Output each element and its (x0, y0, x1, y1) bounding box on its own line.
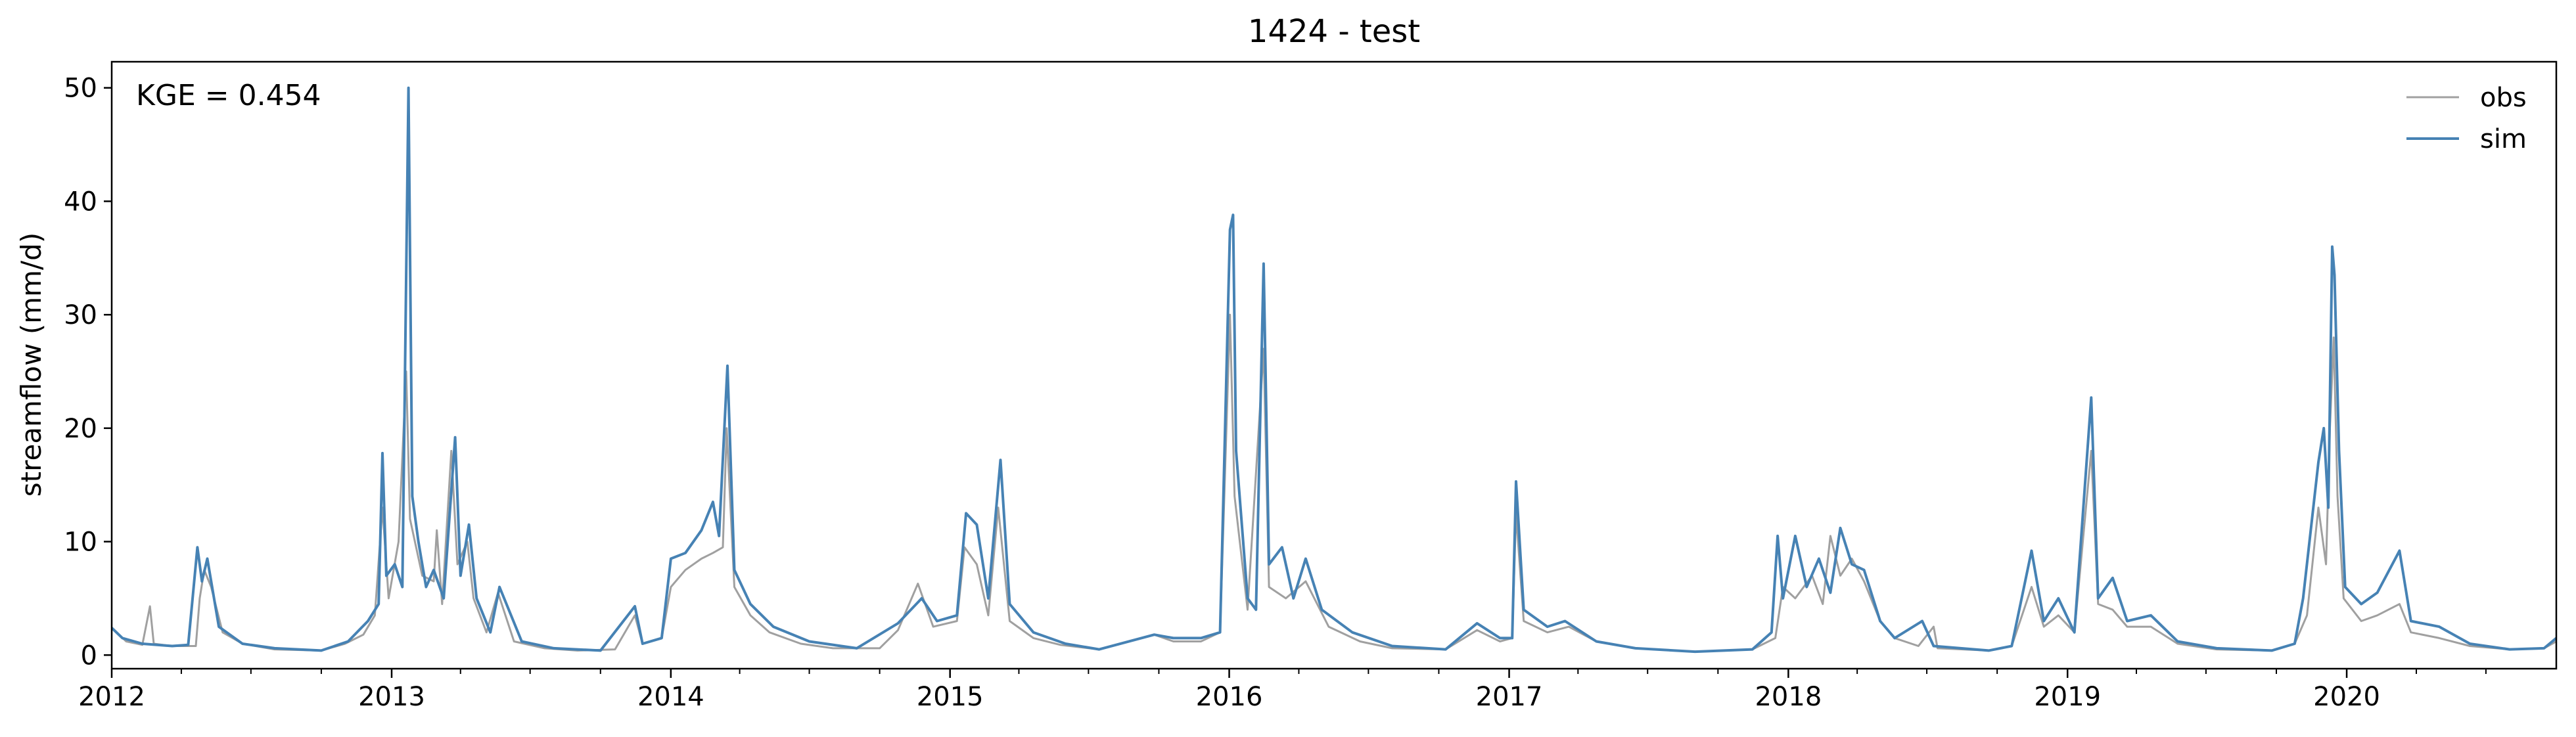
x-tick-label: 2020 (2313, 682, 2380, 712)
plot-frame (110, 60, 2558, 670)
x-tick-label: 2016 (1196, 682, 1263, 712)
plot-area: 0 10 20 30 40 50 2012 2013 2014 2015 2016 2017 2018… (64, 60, 2558, 712)
x-tick-label: 2014 (637, 682, 704, 712)
y-tick-label: 10 (64, 527, 97, 558)
y-tick-label: 30 (64, 300, 97, 330)
chart-title: 1424 - test (1248, 13, 1420, 50)
legend: obs sim (2406, 83, 2527, 154)
y-tick-label: 20 (64, 414, 97, 444)
y-axis-label: streamflow (mm/d) (15, 233, 47, 497)
x-tick-label: 2019 (2034, 682, 2101, 712)
y-tick-label: 0 (81, 640, 97, 671)
legend-label-obs: obs (2480, 83, 2527, 113)
x-tick-label: 2017 (1476, 682, 1543, 712)
y-axis-ticks: 0 10 20 30 40 50 (64, 74, 112, 671)
x-tick-label: 2018 (1755, 682, 1822, 712)
x-axis-ticks: 2012 2013 2014 2015 2016 2017 2018 2019 2020 (78, 669, 2380, 712)
x-tick-label: 2012 (78, 682, 145, 712)
y-tick-label: 40 (64, 187, 97, 217)
y-tick-label: 50 (64, 74, 97, 104)
series-layer (112, 86, 2556, 654)
x-tick-label: 2013 (358, 682, 425, 712)
x-axis-minor-ticks (180, 669, 2487, 674)
legend-label-sim: sim (2480, 124, 2527, 154)
kge-annotation: KGE = 0.454 (136, 79, 321, 112)
series-line-sim (112, 86, 2556, 654)
x-tick-label: 2015 (917, 682, 984, 712)
